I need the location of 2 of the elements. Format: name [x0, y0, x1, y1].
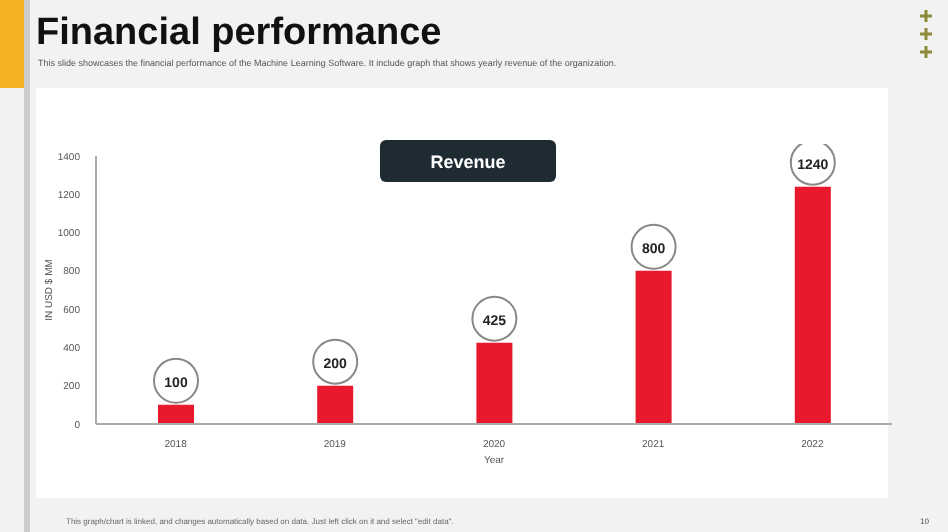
heading-box: Revenue — [380, 140, 556, 182]
chart-title: Financial performance — [36, 12, 442, 56]
